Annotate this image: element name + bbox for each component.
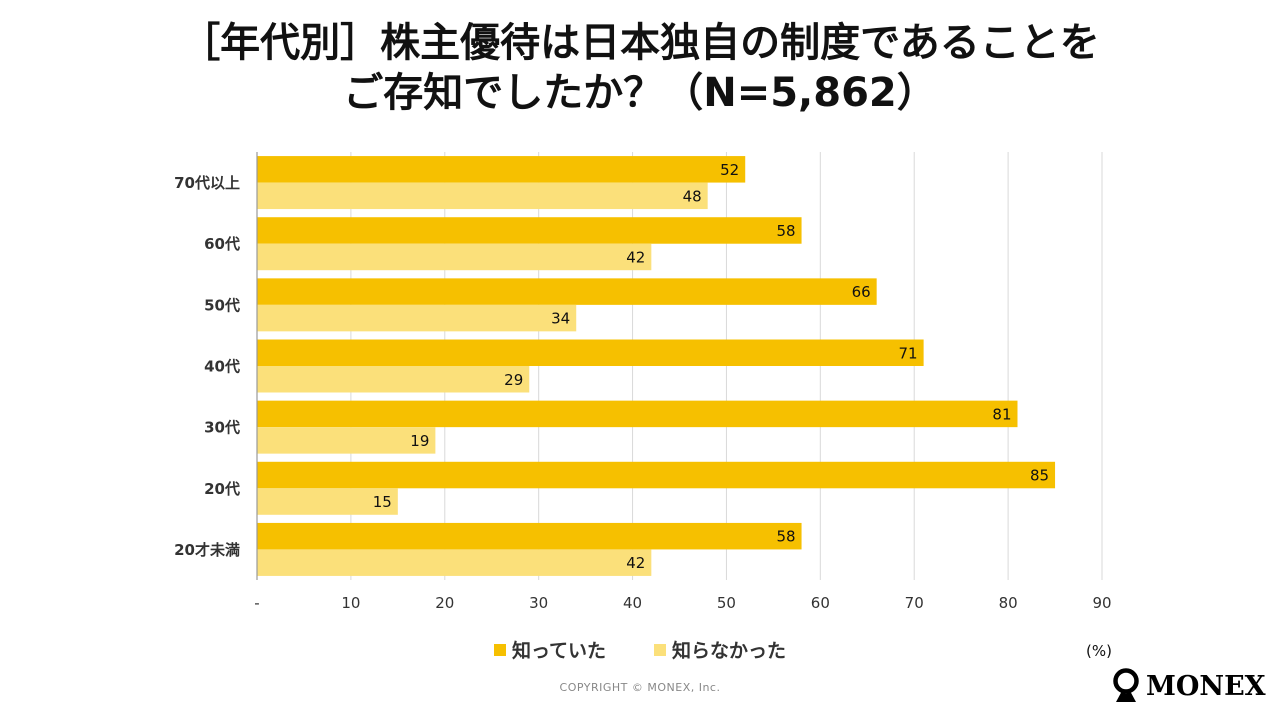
x-tick-label: 10 [341, 594, 360, 612]
data-label-unknown: 29 [504, 371, 523, 389]
bar-unknown [257, 427, 436, 454]
data-label-known: 58 [776, 528, 795, 546]
legend-swatch-unknown [654, 643, 667, 656]
category-label: 40代 [204, 358, 240, 376]
data-label-known: 71 [899, 344, 918, 362]
legend-item-known: 知っていた [493, 636, 607, 663]
bar-unknown [257, 366, 530, 393]
x-tick-label: 80 [999, 594, 1018, 612]
bar-unknown [257, 304, 577, 332]
data-label-known: 81 [992, 405, 1011, 423]
x-tick-label: 40 [623, 594, 642, 612]
data-label-known: 52 [720, 161, 739, 179]
data-label-unknown: 42 [626, 248, 645, 266]
bar-known [257, 156, 746, 183]
category-label: 20代 [204, 480, 240, 498]
data-label-known: 85 [1030, 467, 1049, 485]
x-tick-label: 20 [435, 594, 454, 612]
legend-swatch-known [493, 643, 506, 656]
category-label: 30代 [204, 419, 240, 437]
bar-known [257, 400, 1018, 428]
bar-unknown [257, 549, 652, 576]
data-label-unknown: 19 [410, 432, 429, 450]
x-tick-label: - [254, 594, 259, 612]
data-label-unknown: 15 [373, 493, 392, 511]
chart-title: ［年代別］株主優待は日本独自の制度であることを ご存知でしたか？（N=5,862… [0, 18, 1280, 118]
data-label-known: 58 [776, 222, 795, 240]
category-label: 50代 [204, 296, 240, 314]
data-label-known: 66 [852, 283, 871, 301]
data-label-unknown: 42 [626, 554, 645, 572]
monex-logo: MONEX [1110, 668, 1266, 704]
legend-item-unknown: 知らなかった [654, 636, 786, 663]
bar-known [257, 278, 877, 305]
x-tick-label: 30 [529, 594, 548, 612]
bar-unknown [257, 488, 398, 515]
copyright-text: COPYRIGHT © MONEX, Inc. [559, 681, 721, 694]
monex-logo-icon [1113, 668, 1139, 702]
bar-unknown [257, 243, 652, 271]
category-label: 20才未満 [174, 541, 240, 559]
legend-label-known: 知っていた [511, 640, 607, 662]
x-tick-label: 50 [717, 594, 736, 612]
bar-known [257, 339, 924, 366]
x-tick-label: 70 [905, 594, 924, 612]
chart-legend: 知っていた 知らなかった [0, 636, 1280, 663]
data-label-unknown: 48 [683, 187, 702, 205]
data-label-unknown: 34 [551, 310, 570, 328]
category-label: 70代以上 [174, 174, 240, 192]
chart-title-line2: ご存知でしたか？（N=5,862） [343, 70, 937, 116]
unit-label: (%) [1086, 642, 1112, 660]
bar-known [257, 217, 802, 244]
bar-known [257, 461, 1056, 489]
bar-unknown [257, 182, 708, 210]
category-label: 60代 [204, 235, 240, 253]
chart-title-line1: ［年代別］株主優待は日本独自の制度であることを [180, 20, 1100, 66]
bar-known [257, 522, 802, 550]
legend-label-unknown: 知らなかった [672, 640, 787, 662]
x-tick-label: 60 [811, 594, 830, 612]
monex-logo-text: MONEX [1146, 670, 1266, 702]
x-tick-label: 90 [1092, 594, 1111, 612]
